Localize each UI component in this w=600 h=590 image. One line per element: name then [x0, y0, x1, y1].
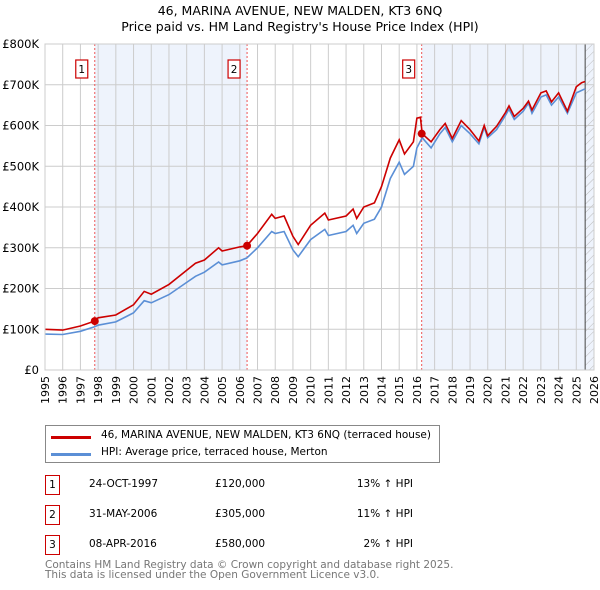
x-tick-label: 2020 [482, 376, 495, 404]
transaction-hpi-diff: 2% ↑ HPI [363, 538, 413, 550]
footer-line-2: This data is licensed under the Open Gov… [45, 569, 380, 581]
sale-label-box [227, 59, 241, 79]
x-tick-label: 2023 [535, 376, 548, 404]
x-tick-label: 2008 [269, 376, 282, 404]
y-tick-label: £0 [24, 363, 39, 377]
x-tick-label: 2015 [393, 376, 406, 404]
footer: Contains HM Land Registry data © Crown c… [45, 559, 454, 581]
legend-label-property: 46, MARINA AVENUE, NEW MALDEN, KT3 6NQ (… [101, 429, 431, 441]
x-tick-label: 2014 [375, 376, 388, 404]
x-tick-label: 2012 [340, 376, 353, 404]
x-tick-label: 2009 [287, 376, 300, 404]
y-tick-label: £100K [2, 322, 39, 336]
legend-swatch-hpi [51, 453, 91, 456]
hpi-line [44, 88, 586, 336]
transaction-price: £120,000 [215, 478, 266, 490]
transaction-hpi-diff: 13% ↑ HPI [356, 478, 413, 490]
y-tick-label: £300K [2, 241, 39, 255]
x-tick-label: 2025 [570, 376, 583, 404]
x-tick-label: 2000 [128, 376, 141, 404]
y-tick-label: £200K [2, 282, 39, 296]
x-tick-label: 2006 [234, 376, 247, 404]
x-tick-label: 1996 [57, 376, 70, 404]
chart-title: 46, MARINA AVENUE, NEW MALDEN, KT3 6NQ [157, 3, 443, 18]
x-tick-label: 1995 [39, 376, 52, 404]
x-tick-label: 2026 [588, 376, 600, 404]
transaction-row: 3 08-APR-2016 £580,000 2% ↑ HPI [45, 535, 445, 555]
legend: 46, MARINA AVENUE, NEW MALDEN, KT3 6NQ (… [45, 425, 440, 463]
transaction-row: 1 24-OCT-1997 £120,000 13% ↑ HPI [45, 475, 445, 495]
y-tick-label: £600K [2, 119, 39, 133]
x-tick-label: 2007 [252, 376, 265, 404]
x-tick-label: 1998 [92, 376, 105, 404]
sale-label: 1 [78, 64, 85, 76]
x-tick-label: 2002 [163, 376, 176, 404]
y-tick-label: £500K [2, 159, 39, 173]
x-tick-label: 1997 [74, 376, 87, 404]
x-tick-label: 2017 [429, 376, 442, 404]
sale-point [243, 241, 252, 250]
x-tick-label: 1999 [110, 376, 123, 404]
plot-frame [44, 43, 595, 371]
sale-point [90, 317, 99, 326]
sale-point [417, 129, 426, 138]
transaction-date: 31-MAY-2006 [89, 508, 158, 520]
x-tick-label: 2016 [411, 376, 424, 404]
sale-label-box [402, 59, 416, 79]
y-tick-label: £700K [2, 78, 39, 92]
legend-label-hpi: HPI: Average price, terraced house, Mert… [101, 446, 328, 458]
chart-subtitle: Price paid vs. HM Land Registry's House … [121, 19, 479, 34]
x-tick-label: 2024 [553, 376, 566, 404]
x-tick-label: 2011 [322, 376, 335, 404]
transaction-price: £305,000 [215, 508, 266, 520]
x-tick-label: 2001 [145, 376, 158, 404]
y-tick-label: £800K [2, 37, 39, 51]
sale-label: 3 [405, 64, 412, 76]
x-tick-label: 2010 [305, 376, 318, 404]
sale-label-box [75, 59, 89, 79]
transaction-number: 1 [45, 475, 60, 495]
transaction-row: 2 31-MAY-2006 £305,000 11% ↑ HPI [45, 505, 445, 525]
x-tick-label: 2019 [464, 376, 477, 404]
transaction-date: 24-OCT-1997 [89, 478, 158, 490]
property-price-line [44, 80, 586, 331]
x-tick-label: 2004 [198, 376, 211, 404]
transaction-hpi-diff: 11% ↑ HPI [356, 508, 413, 520]
x-tick-label: 2005 [216, 376, 229, 404]
x-tick-label: 2018 [446, 376, 459, 404]
y-tick-label: £400K [2, 200, 39, 214]
transaction-number: 2 [45, 505, 60, 525]
sale-label: 2 [231, 64, 238, 76]
x-tick-label: 2003 [181, 376, 194, 404]
legend-swatch-property [51, 436, 91, 439]
transaction-number: 3 [45, 535, 60, 555]
transaction-price: £580,000 [215, 538, 266, 550]
footer-line-1: Contains HM Land Registry data © Crown c… [45, 559, 454, 571]
x-tick-label: 2013 [358, 376, 371, 404]
transaction-date: 08-APR-2016 [89, 538, 157, 550]
price-chart: 1995 1996 1997 1998 1999 2000 2001 2002 2003 2004… [2, 37, 600, 404]
x-tick-label: 2021 [499, 376, 512, 404]
x-tick-label: 2022 [517, 376, 530, 404]
